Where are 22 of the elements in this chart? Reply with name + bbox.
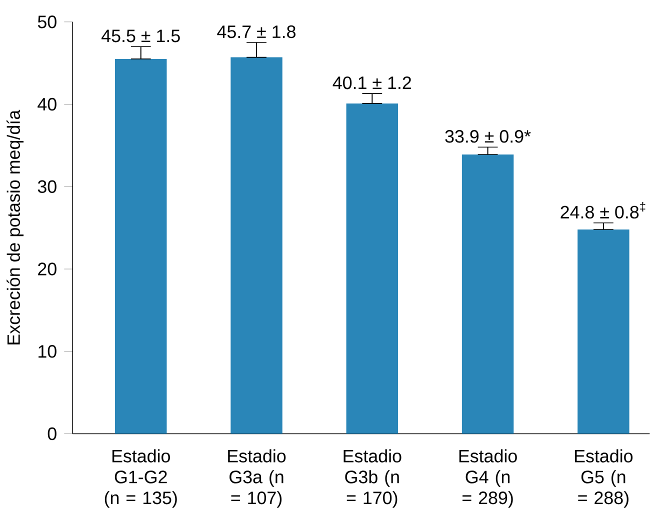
bar: [578, 229, 630, 434]
y-axis-title: Excreción de potasio meq/día: [6, 110, 24, 344]
y-tick-label: 40: [38, 98, 56, 110]
y-tick-label: 30: [38, 180, 56, 193]
x-tick-label: Estadio G4 (n = 289): [459, 449, 517, 508]
data-label: 45.5 ± 1.5: [102, 30, 180, 42]
y-tick-label: 0: [48, 427, 56, 440]
x-tick-label: Estadio G1-G2 (n = 135): [104, 449, 177, 508]
y-tick-label: 10: [38, 344, 56, 358]
data-label: 40.1 ± 1.2: [332, 76, 411, 90]
x-tick-label: Estadio G5 (n = 288): [575, 449, 633, 508]
bar: [462, 154, 514, 434]
y-tick-label: 50: [38, 15, 56, 28]
data-label: 45.7 ± 1.8: [217, 25, 296, 38]
bar: [346, 103, 398, 434]
data-label: 33.9 ± 0.9*: [445, 130, 531, 143]
y-tick-label: 20: [38, 262, 56, 276]
bar: [230, 57, 282, 434]
x-tick-label: Estadio G3a (n = 107): [228, 449, 286, 508]
bar: [115, 58, 167, 434]
data-label: 24.8 ± 0.8$^{‡}$: [560, 202, 646, 218]
x-tick-label: Estadio G3b (n = 170): [344, 449, 402, 508]
